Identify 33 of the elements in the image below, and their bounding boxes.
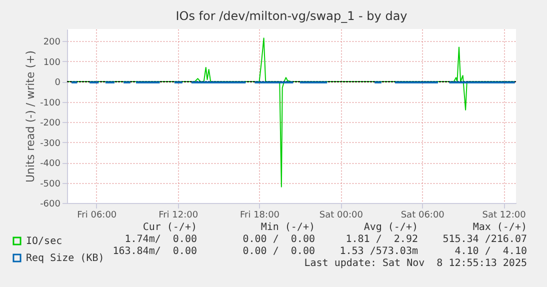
- line-series: [67, 38, 516, 188]
- text: Last update: Sat Nov 8 12:55:13 2025: [304, 258, 527, 269]
- legend-label: Req Size (KB): [26, 253, 104, 264]
- y-tick-label: -600: [40, 200, 61, 210]
- y-tick-label: 100: [43, 58, 61, 68]
- x-tick-label: Fri 12:00: [158, 210, 198, 220]
- text: 0.00 / 0.00: [242, 234, 315, 245]
- legend-label: IO/sec: [26, 236, 62, 247]
- text: 0.00 / 0.00: [242, 246, 315, 257]
- x-tick-label: Sat 12:00: [482, 210, 526, 220]
- y-tick-label: -300: [40, 138, 61, 149]
- text: Avg (-/+): [364, 222, 418, 233]
- text: Max (-/+): [472, 222, 527, 233]
- text: 1.53 /573.03m: [340, 246, 418, 257]
- text: 4.10 / 4.10: [454, 246, 527, 257]
- text: Cur (-/+): [142, 222, 197, 233]
- x-tick-label: Sat 00:00: [319, 210, 364, 220]
- x-tick-label: Sat 06:00: [400, 210, 445, 220]
- y-tick-label: -400: [40, 159, 61, 170]
- y-tick-label: -500: [40, 179, 61, 190]
- x-tick-label: Fri 18:00: [240, 210, 280, 220]
- y-axis-title: Units read (-) / write (+): [24, 50, 38, 183]
- y-tick-label: -200: [40, 118, 61, 129]
- text: Min (-/+): [260, 222, 315, 233]
- x-tick-label: Fri 06:00: [77, 210, 117, 220]
- text: 515.34 /216.07: [442, 234, 527, 245]
- y-tick-label: 0: [54, 78, 61, 88]
- text: 163.84m/ 0.00: [112, 246, 197, 257]
- text: 1.81 / 2.92: [346, 234, 418, 245]
- y-tick-label: 200: [43, 38, 61, 48]
- y-tick-label: -100: [40, 98, 61, 108]
- text: 1.74m/ 0.00: [124, 234, 197, 245]
- chart-title: IOs for /dev/milton-vg/swap_1 - by day: [176, 9, 408, 23]
